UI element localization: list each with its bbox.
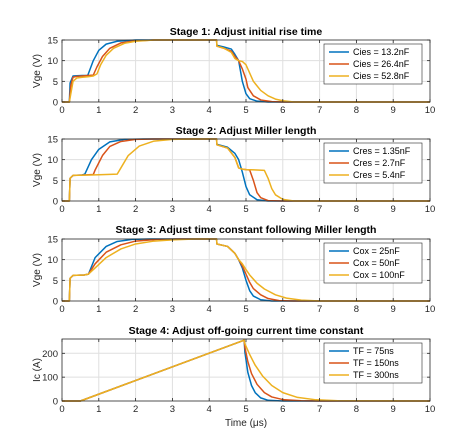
y-tick-label: 0	[53, 297, 58, 308]
x-tick-label: 3	[170, 204, 175, 215]
y-tick-label: 10	[47, 56, 58, 67]
legend-label-3: Cres = 5.4nF	[353, 170, 406, 180]
x-tick-label: 1	[96, 404, 101, 415]
y-tick-label: 0	[53, 397, 58, 408]
x-tick-label: 6	[280, 204, 285, 215]
x-tick-label: 6	[280, 404, 285, 415]
subplot-1: Stage 1: Adjust initial rise time 0 1 2 3 4 5 6…	[32, 26, 435, 116]
x-tick-label: 0	[59, 105, 64, 116]
x-tick-label: 9	[391, 304, 396, 315]
x-tick-label: 2	[133, 304, 138, 315]
x-tick-label: 1	[96, 105, 101, 116]
x-tick-label: 1	[96, 304, 101, 315]
legend-label-2: Cres = 2.7nF	[353, 158, 406, 168]
x-tick-label: 0	[59, 304, 64, 315]
x-tick-label: 1	[96, 204, 101, 215]
y-tick-label: 0	[53, 98, 58, 109]
x-tick-label: 6	[280, 105, 285, 116]
legend: Cies = 13.2nF Cies = 26.4nF Cies = 52.8nF	[323, 43, 423, 85]
x-tick-label: 5	[243, 105, 248, 116]
legend-label-1: Cox = 25nF	[353, 246, 400, 256]
x-tick-label: 10	[425, 204, 436, 215]
x-tick-label: 8	[354, 304, 359, 315]
x-tick-label: 4	[207, 204, 212, 215]
x-tick-label: 10	[425, 404, 436, 415]
x-tick-label: 4	[207, 105, 212, 116]
x-tick-label: 2	[133, 204, 138, 215]
x-tick-label: 0	[59, 404, 64, 415]
y-tick-label: 200	[42, 349, 58, 360]
x-tick-label: 7	[317, 404, 322, 415]
x-tick-label: 8	[354, 404, 359, 415]
legend: Cres = 1.35nF Cres = 2.7nF Cres = 5.4nF	[323, 142, 423, 184]
x-tick-label: 9	[391, 105, 396, 116]
subplot-4: Stage 4: Adjust off-going current time c…	[32, 325, 435, 429]
y-tick-label: 10	[47, 155, 58, 166]
x-tick-label: 5	[243, 404, 248, 415]
x-tick-label: 2	[133, 105, 138, 116]
x-tick-label: 4	[207, 304, 212, 315]
x-tick-label: 10	[425, 105, 436, 116]
subplot-3: Stage 3: Adjust time constant following …	[32, 224, 435, 315]
x-tick-label: 7	[317, 105, 322, 116]
subplot-title: Stage 4: Adjust off-going current time c…	[129, 325, 364, 337]
subplot-2: Stage 2: Adjust Miller length 0 1 2 3 4 5 6 7 8 9 1…	[32, 125, 435, 215]
series-line-3	[62, 339, 430, 402]
x-tick-label: 7	[317, 304, 322, 315]
x-tick-label: 10	[425, 304, 436, 315]
subplot-title: Stage 2: Adjust Miller length	[176, 125, 317, 137]
x-tick-label: 3	[170, 304, 175, 315]
x-tick-label: 5	[243, 304, 248, 315]
y-tick-label: 5	[53, 77, 58, 88]
y-tick-label: 15	[47, 135, 58, 146]
y-axis-label: Vge (V)	[32, 153, 43, 187]
x-tick-label: 0	[59, 204, 64, 215]
x-tick-label: 9	[391, 404, 396, 415]
x-tick-label: 5	[243, 204, 248, 215]
legend-label-3: Cox = 100nF	[353, 270, 405, 280]
legend-label-1: Cres = 1.35nF	[353, 146, 411, 156]
subplot-title: Stage 3: Adjust time constant following …	[116, 224, 377, 236]
x-tick-label: 7	[317, 204, 322, 215]
series-line-3	[62, 238, 430, 302]
legend-label-2: TF = 150ns	[353, 358, 399, 368]
subplot-title: Stage 1: Adjust initial rise time	[170, 26, 323, 38]
y-tick-label: 100	[42, 373, 58, 384]
legend: Cox = 25nF Cox = 50nF Cox = 100nF	[323, 242, 423, 284]
y-tick-label: 5	[53, 176, 58, 187]
legend-label-2: Cox = 50nF	[353, 258, 400, 268]
legend-label-1: Cies = 13.2nF	[353, 47, 410, 57]
x-axis-label: Time (μs)	[225, 418, 267, 429]
y-axis-label: Vge (V)	[32, 54, 43, 88]
legend-label-2: Cies = 26.4nF	[353, 59, 410, 69]
x-tick-label: 2	[133, 404, 138, 415]
x-tick-label: 8	[354, 105, 359, 116]
x-tick-label: 6	[280, 304, 285, 315]
x-tick-label: 3	[170, 105, 175, 116]
x-tick-label: 4	[207, 404, 212, 415]
y-axis-label: Vge (V)	[32, 253, 43, 287]
y-tick-label: 15	[47, 235, 58, 246]
legend-label-3: Cies = 52.8nF	[353, 71, 410, 81]
x-tick-label: 8	[354, 204, 359, 215]
legend-label-3: TF = 300ns	[353, 370, 399, 380]
y-tick-label: 0	[53, 197, 58, 208]
x-tick-label: 3	[170, 404, 175, 415]
series-line-3	[62, 138, 430, 202]
y-tick-label: 5	[53, 276, 58, 287]
y-axis-label: Ic (A)	[32, 358, 43, 382]
x-tick-label: 9	[391, 204, 396, 215]
y-tick-label: 10	[47, 255, 58, 266]
legend-label-1: TF = 75ns	[353, 346, 394, 356]
legend: TF = 75ns TF = 150ns TF = 300ns	[323, 342, 423, 384]
y-tick-label: 15	[47, 36, 58, 47]
